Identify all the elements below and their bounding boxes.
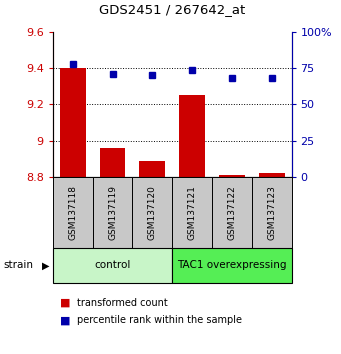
Bar bbox=[172, 248, 292, 283]
Text: GSM137120: GSM137120 bbox=[148, 185, 157, 240]
Bar bbox=[60, 68, 86, 177]
Text: GSM137119: GSM137119 bbox=[108, 185, 117, 240]
Bar bbox=[172, 177, 212, 248]
Text: strain: strain bbox=[3, 261, 33, 270]
Bar bbox=[259, 173, 285, 177]
Bar bbox=[139, 161, 165, 177]
Text: GSM137123: GSM137123 bbox=[267, 185, 276, 240]
Text: ■: ■ bbox=[60, 315, 70, 325]
Text: GSM137121: GSM137121 bbox=[188, 185, 197, 240]
Text: GDS2451 / 267642_at: GDS2451 / 267642_at bbox=[99, 3, 245, 16]
Bar bbox=[93, 177, 132, 248]
Bar bbox=[212, 177, 252, 248]
Bar bbox=[100, 148, 125, 177]
Bar bbox=[179, 95, 205, 177]
Bar bbox=[53, 177, 93, 248]
Text: TAC1 overexpressing: TAC1 overexpressing bbox=[177, 261, 287, 270]
Bar bbox=[53, 248, 172, 283]
Text: ▶: ▶ bbox=[42, 261, 49, 270]
Bar bbox=[252, 177, 292, 248]
Text: GSM137122: GSM137122 bbox=[227, 185, 236, 240]
Text: transformed count: transformed count bbox=[77, 298, 167, 308]
Bar bbox=[219, 175, 245, 177]
Bar bbox=[132, 177, 172, 248]
Text: GSM137118: GSM137118 bbox=[68, 185, 77, 240]
Text: percentile rank within the sample: percentile rank within the sample bbox=[77, 315, 242, 325]
Text: control: control bbox=[94, 261, 131, 270]
Text: ■: ■ bbox=[60, 298, 70, 308]
